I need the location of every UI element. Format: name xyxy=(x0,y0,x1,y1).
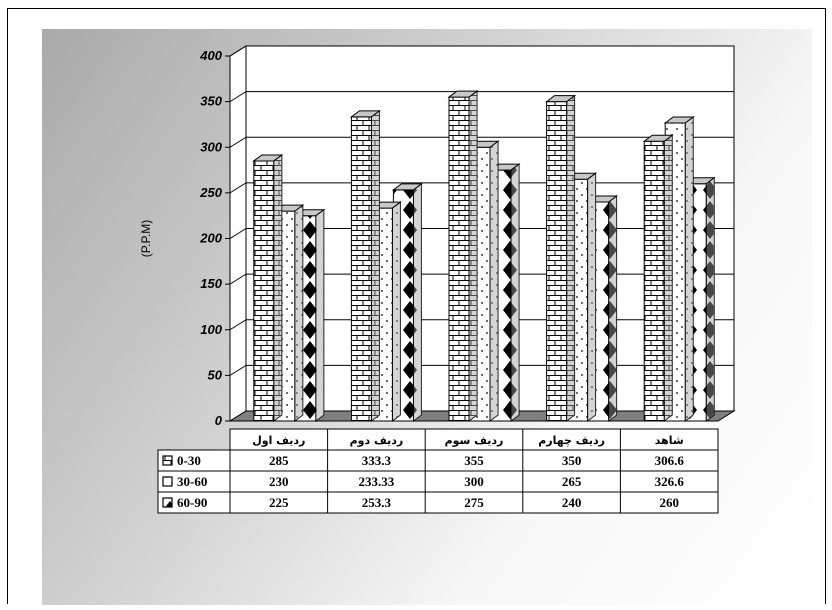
data-label: 333.3 xyxy=(362,453,392,468)
data-label: 240 xyxy=(562,495,582,510)
y-tick-label: 400 xyxy=(199,48,222,63)
x-category-label: ردیف دوم xyxy=(350,434,404,447)
table-body xyxy=(157,449,719,514)
bar-side-shade xyxy=(315,209,324,421)
bar-side-shade xyxy=(273,154,282,421)
bar-front xyxy=(350,116,372,422)
bar-top xyxy=(663,116,695,124)
gridline-side xyxy=(229,136,247,148)
bar-side-shade xyxy=(706,177,715,421)
gridline-side xyxy=(229,228,247,239)
y-tick-label: 250 xyxy=(199,185,222,200)
bar-top xyxy=(349,110,381,118)
bar-front xyxy=(546,101,568,422)
bar-top xyxy=(545,95,577,103)
gridline-side xyxy=(229,273,247,285)
bar-top xyxy=(447,90,479,98)
legend-key-30-60 xyxy=(162,476,173,487)
legend-entry: 60-90 xyxy=(177,495,207,510)
bar-side-shade xyxy=(469,91,477,421)
bar-front xyxy=(448,96,470,422)
data-label: 265 xyxy=(562,474,582,489)
bar-side-shade xyxy=(392,202,401,421)
bar-0-30-2 xyxy=(447,90,479,422)
bar-side-shade xyxy=(608,196,617,421)
bar-side-shade xyxy=(566,95,575,421)
data-label: 350 xyxy=(562,453,582,468)
bar-0-30-1 xyxy=(349,109,381,422)
bar-0-30-0 xyxy=(252,153,284,422)
data-label: 285 xyxy=(269,453,289,468)
data-label: 275 xyxy=(464,495,484,510)
x-category-label: ردیف اول xyxy=(252,434,305,447)
bar-side-shade xyxy=(413,183,422,421)
bar-front xyxy=(643,140,665,422)
legend-entry: 0-30 xyxy=(177,453,201,468)
legend-entry: 30-60 xyxy=(177,474,207,489)
bar-side-shade xyxy=(490,141,498,421)
bar-side-shade xyxy=(294,205,303,421)
data-label: 230 xyxy=(269,474,289,489)
data-label: 355 xyxy=(464,453,484,468)
x-category-label: شاهد xyxy=(655,434,684,447)
bar-top xyxy=(642,134,674,142)
y-tick-label: 0 xyxy=(215,413,223,428)
data-label: 233.33 xyxy=(359,474,395,489)
bar-side-shade xyxy=(587,173,596,421)
data-label: 326.6 xyxy=(655,474,685,489)
bar-front xyxy=(253,160,275,422)
y-tick-label: 100 xyxy=(200,322,222,337)
bar-side-shade xyxy=(511,164,519,421)
gridline-side xyxy=(229,364,247,376)
y-tick-label: 350 xyxy=(200,94,222,109)
data-label: 225 xyxy=(269,495,289,510)
bar-side-shade xyxy=(371,110,380,422)
gridline-side xyxy=(229,319,247,331)
data-label: 306.6 xyxy=(655,453,685,468)
x-category-label: ردیف سوم xyxy=(445,434,504,447)
legend-key-60-90 xyxy=(162,497,173,508)
data-label: 300 xyxy=(464,474,484,489)
y-tick-label: 50 xyxy=(208,367,223,382)
gridline-side xyxy=(229,182,247,194)
x-category-label: ردیف چهارم xyxy=(538,434,605,447)
y-axis-title: (P.P.M) xyxy=(139,220,153,258)
y-tick-label: 150 xyxy=(200,276,222,291)
data-label: 260 xyxy=(659,495,679,510)
y-tick-label: 200 xyxy=(199,231,222,246)
bar-top xyxy=(252,154,284,162)
bar-side-shade xyxy=(664,135,673,422)
data-label: 253.3 xyxy=(362,495,392,510)
bar-0-30-3 xyxy=(545,94,577,422)
bar-top xyxy=(391,183,423,191)
bar-0-30-4 xyxy=(642,134,674,422)
legend-key-0-30 xyxy=(162,455,173,466)
bar-side-shade xyxy=(685,116,694,421)
gridline-side xyxy=(229,45,247,57)
y-tick-label: 300 xyxy=(200,139,222,154)
gridline-side xyxy=(229,91,247,103)
